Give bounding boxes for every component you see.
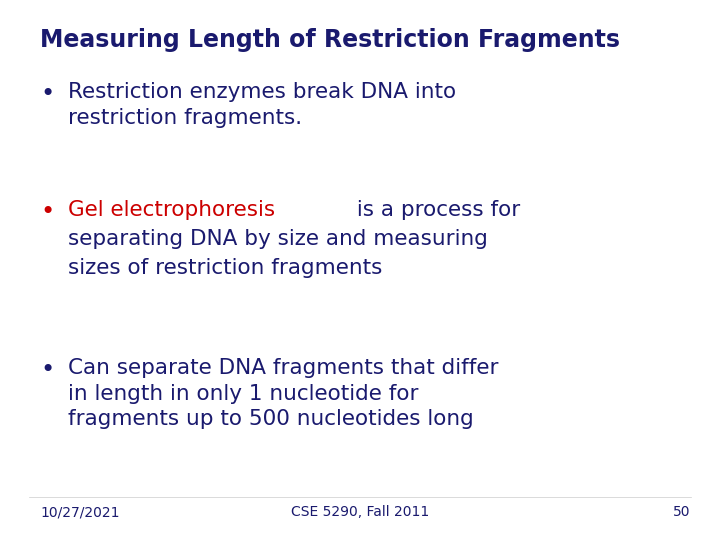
Text: is a process for: is a process for — [350, 200, 520, 220]
Text: CSE 5290, Fall 2011: CSE 5290, Fall 2011 — [291, 505, 429, 519]
Text: Can separate DNA fragments that differ
in length in only 1 nucleotide for
fragme: Can separate DNA fragments that differ i… — [68, 358, 498, 429]
Text: sizes of restriction fragments: sizes of restriction fragments — [68, 258, 382, 278]
Text: Gel electrophoresis: Gel electrophoresis — [68, 200, 275, 220]
Text: Restriction enzymes break DNA into
restriction fragments.: Restriction enzymes break DNA into restr… — [68, 82, 456, 127]
Text: •: • — [40, 82, 54, 106]
Text: 10/27/2021: 10/27/2021 — [40, 505, 120, 519]
Text: •: • — [40, 358, 54, 382]
Text: 50: 50 — [672, 505, 690, 519]
Text: •: • — [40, 200, 54, 224]
Text: Measuring Length of Restriction Fragments: Measuring Length of Restriction Fragment… — [40, 28, 620, 52]
Text: separating DNA by size and measuring: separating DNA by size and measuring — [68, 229, 488, 249]
